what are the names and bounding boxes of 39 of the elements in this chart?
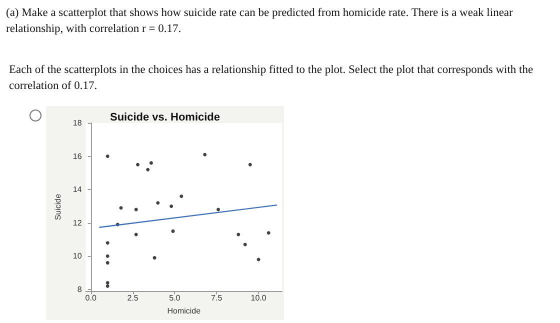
point <box>156 201 160 205</box>
y-tick-label: 10 <box>72 252 82 261</box>
point <box>106 284 110 288</box>
point <box>106 241 110 245</box>
point <box>170 204 174 208</box>
x-tick-label: 10.0 <box>250 294 267 303</box>
point <box>236 232 240 236</box>
text: Each of the scatterplots in the choices has a relationship fitted to the plot. Select the plot that corresponds with the correlation of 0.17. <box>9 63 534 94</box>
chart-title: Suicide vs. Homicide <box>110 112 220 124</box>
point <box>119 206 123 210</box>
x-tick-label: 5.0 <box>169 294 181 303</box>
x-axis-title: Homicide <box>167 306 202 316</box>
point <box>248 162 252 166</box>
point <box>136 162 140 166</box>
x-tick-label: 0.0 <box>85 294 97 303</box>
text: (a) Make a scatterplot that shows how suicide rate can be predicted from homicide rate. There is a weak linear relationship, with correlation r = 0.17. <box>6 6 514 37</box>
point <box>106 154 110 158</box>
x-tick-label: 2.5 <box>127 294 139 303</box>
point <box>106 261 110 265</box>
y-tick-label: 12 <box>72 218 82 228</box>
point <box>149 161 153 165</box>
point <box>146 168 150 172</box>
y-tick-label: 18 <box>72 118 82 128</box>
point <box>203 152 207 156</box>
x-tick-label: 7.5 <box>211 294 223 303</box>
y-axis-title: Suicide <box>54 193 62 220</box>
point <box>216 208 220 212</box>
point <box>134 232 138 236</box>
point <box>106 254 110 258</box>
y-tick-label: 8 <box>77 284 82 294</box>
point <box>171 229 175 233</box>
point <box>266 231 270 235</box>
point <box>243 242 247 246</box>
y-tick-label: 14 <box>72 185 82 194</box>
point <box>152 256 156 260</box>
point <box>180 194 184 198</box>
y-tick-label: 16 <box>72 152 82 161</box>
point <box>106 281 110 285</box>
point <box>134 208 138 212</box>
